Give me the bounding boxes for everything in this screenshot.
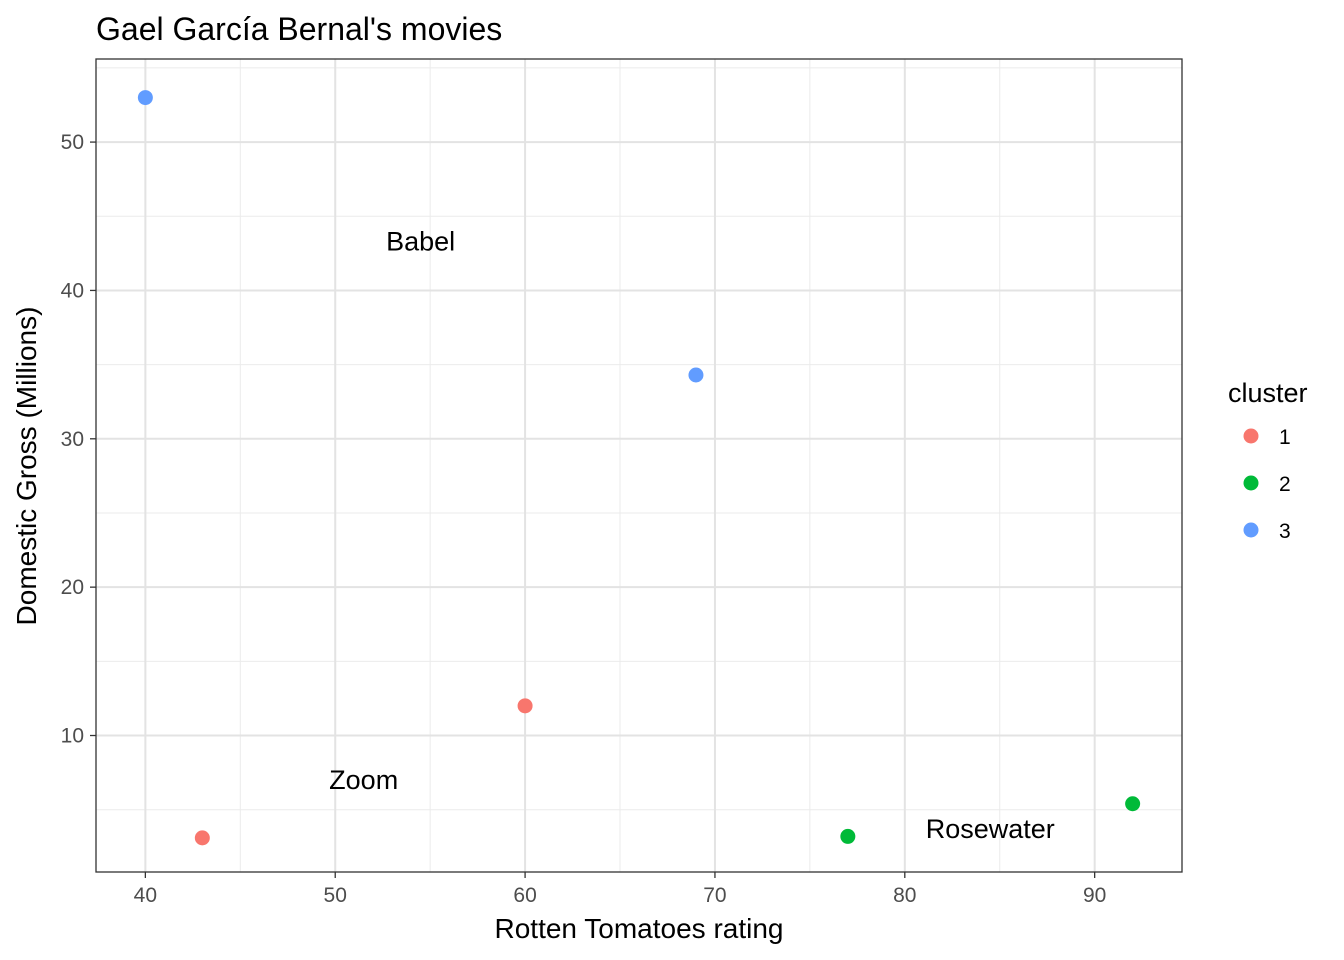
y-tick-label: 40 [61, 279, 84, 302]
y-axis-ticks: 10 20 30 40 50 [61, 131, 96, 748]
x-tick-label: 70 [703, 884, 726, 907]
x-tick-label: 80 [893, 884, 916, 907]
legend-title: cluster [1228, 378, 1308, 408]
data-point-cluster-3 [688, 367, 704, 383]
x-axis-ticks: 40 50 60 70 80 90 [134, 872, 1106, 907]
legend-label-1: 1 [1279, 426, 1291, 449]
legend-label-2: 2 [1279, 473, 1291, 496]
major-gridlines [96, 59, 1182, 872]
data-point-cluster-2 [840, 828, 856, 844]
legend-key-2 [1243, 475, 1259, 491]
y-tick-label: 20 [61, 576, 84, 599]
y-tick-label: 30 [61, 428, 84, 451]
data-point-cluster-2 [1125, 796, 1141, 812]
data-point-cluster-1 [517, 698, 533, 714]
legend-label-3: 3 [1279, 520, 1291, 543]
minor-gridlines [96, 59, 1182, 872]
x-tick-label: 40 [134, 884, 157, 907]
annotations: Babel Zoom Rosewater [329, 226, 1055, 843]
x-tick-label: 90 [1083, 884, 1106, 907]
data-point-cluster-1 [194, 830, 210, 846]
legend: cluster 1 2 3 [1228, 378, 1308, 543]
annotation-label: Zoom [329, 765, 398, 795]
data-point-cluster-3 [137, 90, 153, 106]
y-tick-label: 50 [61, 131, 84, 154]
chart-title: Gael García Bernal's movies [96, 11, 502, 47]
annotation-label: Rosewater [926, 814, 1055, 844]
legend-key-1 [1243, 428, 1259, 444]
x-tick-label: 60 [513, 884, 536, 907]
x-axis-label: Rotten Tomatoes rating [495, 913, 784, 944]
y-tick-label: 10 [61, 725, 84, 748]
data-points [137, 90, 1141, 846]
annotation-label: Babel [386, 226, 455, 256]
y-axis-label: Domestic Gross (Millions) [11, 307, 42, 626]
x-tick-label: 50 [324, 884, 347, 907]
plot-panel-border [95, 58, 1183, 873]
legend-key-3 [1243, 522, 1259, 538]
